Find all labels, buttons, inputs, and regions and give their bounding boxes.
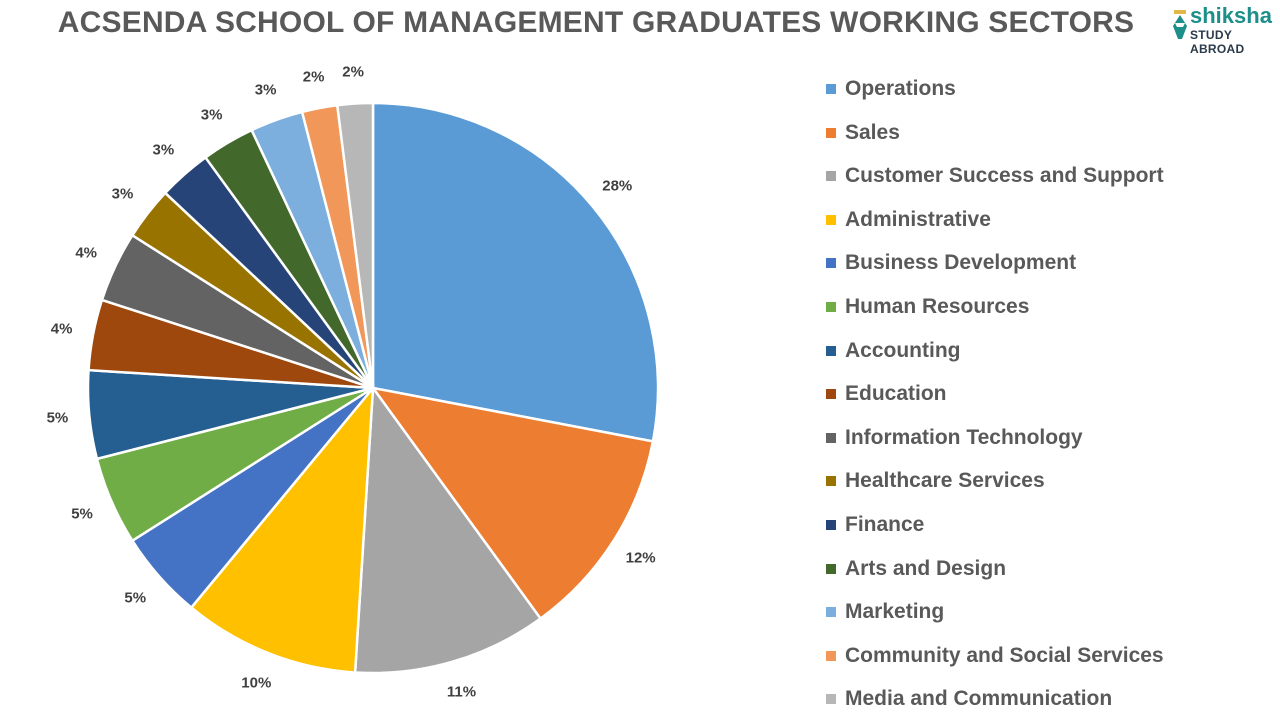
- pie-slice-operations: [371, 101, 660, 443]
- data-label: 5%: [124, 589, 147, 607]
- legend-item: Customer Success and Support: [826, 161, 1164, 191]
- legend-item: Information Technology: [826, 423, 1083, 453]
- legend-swatch: [826, 345, 836, 356]
- chart-title: ACSENDA SCHOOL OF MANAGEMENT GRADUATES W…: [57, 6, 1135, 39]
- data-label: 2%: [342, 63, 364, 81]
- data-label: 3%: [254, 81, 277, 99]
- data-label: 11%: [446, 683, 477, 701]
- legend-label: Marketing: [845, 600, 945, 624]
- legend-swatch: [826, 389, 836, 400]
- legend-swatch: [826, 432, 836, 443]
- data-label: 2%: [302, 68, 325, 86]
- legend-label: Human Resources: [845, 295, 1030, 318]
- pie-chart: [86, 101, 660, 675]
- data-label: 3%: [152, 141, 175, 159]
- legend-label: Community and Social Services: [845, 643, 1164, 667]
- pie-slice-customer-success-and-support: [353, 384, 543, 675]
- legend-label: Administrative: [845, 207, 991, 231]
- data-label: 28%: [602, 177, 633, 195]
- legend-swatch: [826, 127, 836, 138]
- legend-item: Arts and Design: [826, 554, 1006, 584]
- legend-swatch: [826, 171, 836, 182]
- data-label: 5%: [46, 409, 69, 427]
- legend-swatch: [826, 563, 836, 574]
- pie-slice-media-and-communication: [335, 101, 375, 389]
- pie-slice-sales: [370, 386, 655, 621]
- data-label: 10%: [241, 674, 272, 692]
- legend-item: Community and Social Services: [826, 641, 1164, 671]
- legend-swatch: [826, 214, 836, 225]
- legend-label: Business Development: [845, 251, 1077, 275]
- pie-slice-administrative: [189, 384, 375, 674]
- legend-item: Accounting: [826, 336, 961, 366]
- data-label: 3%: [111, 185, 134, 203]
- legend-swatch: [826, 607, 836, 618]
- legend-item: Human Resources: [826, 292, 1029, 322]
- legend-label: Media and Communication: [845, 687, 1113, 711]
- legend-label: Finance: [845, 513, 925, 536]
- data-label: 4%: [50, 320, 73, 338]
- legend-swatch: [826, 258, 836, 269]
- data-label: 3%: [200, 106, 223, 124]
- data-label: 12%: [625, 549, 656, 567]
- legend-swatch: [826, 694, 836, 705]
- legend-item: Operations: [826, 74, 956, 104]
- data-label: 4%: [75, 244, 97, 262]
- legend-swatch: [826, 302, 836, 312]
- legend-item: Administrative: [826, 205, 991, 235]
- legend-swatch: [826, 476, 836, 487]
- legend-label: Information Technology: [845, 425, 1083, 449]
- legend-label: Accounting: [845, 338, 961, 362]
- legend-item: Sales: [826, 118, 900, 148]
- legend-item: Business Development: [826, 248, 1076, 278]
- logo-subtitle: STUDY ABROAD: [1190, 28, 1245, 56]
- pen-nib-icon: [1173, 10, 1187, 39]
- logo-brand: shiksha: [1190, 3, 1272, 28]
- legend-label: Healthcare Services: [845, 469, 1045, 493]
- legend-label: Sales: [845, 120, 900, 144]
- legend-label: Customer Success and Support: [845, 164, 1164, 188]
- legend-item: Education: [826, 379, 947, 409]
- legend-item: Finance: [826, 510, 924, 540]
- legend-item: Healthcare Services: [826, 466, 1045, 496]
- data-label: 5%: [71, 505, 93, 523]
- legend-swatch: [826, 520, 836, 530]
- legend-swatch: [826, 650, 836, 661]
- legend-label: Education: [845, 382, 947, 406]
- legend-item: Marketing: [826, 597, 944, 627]
- legend-label: Arts and Design: [845, 556, 1007, 580]
- legend-label: Operations: [845, 77, 956, 100]
- legend-swatch: [826, 84, 836, 94]
- shiksha-logo: shiksha STUDY ABROAD: [1170, 3, 1280, 56]
- legend-item: Media and Communication: [826, 684, 1112, 714]
